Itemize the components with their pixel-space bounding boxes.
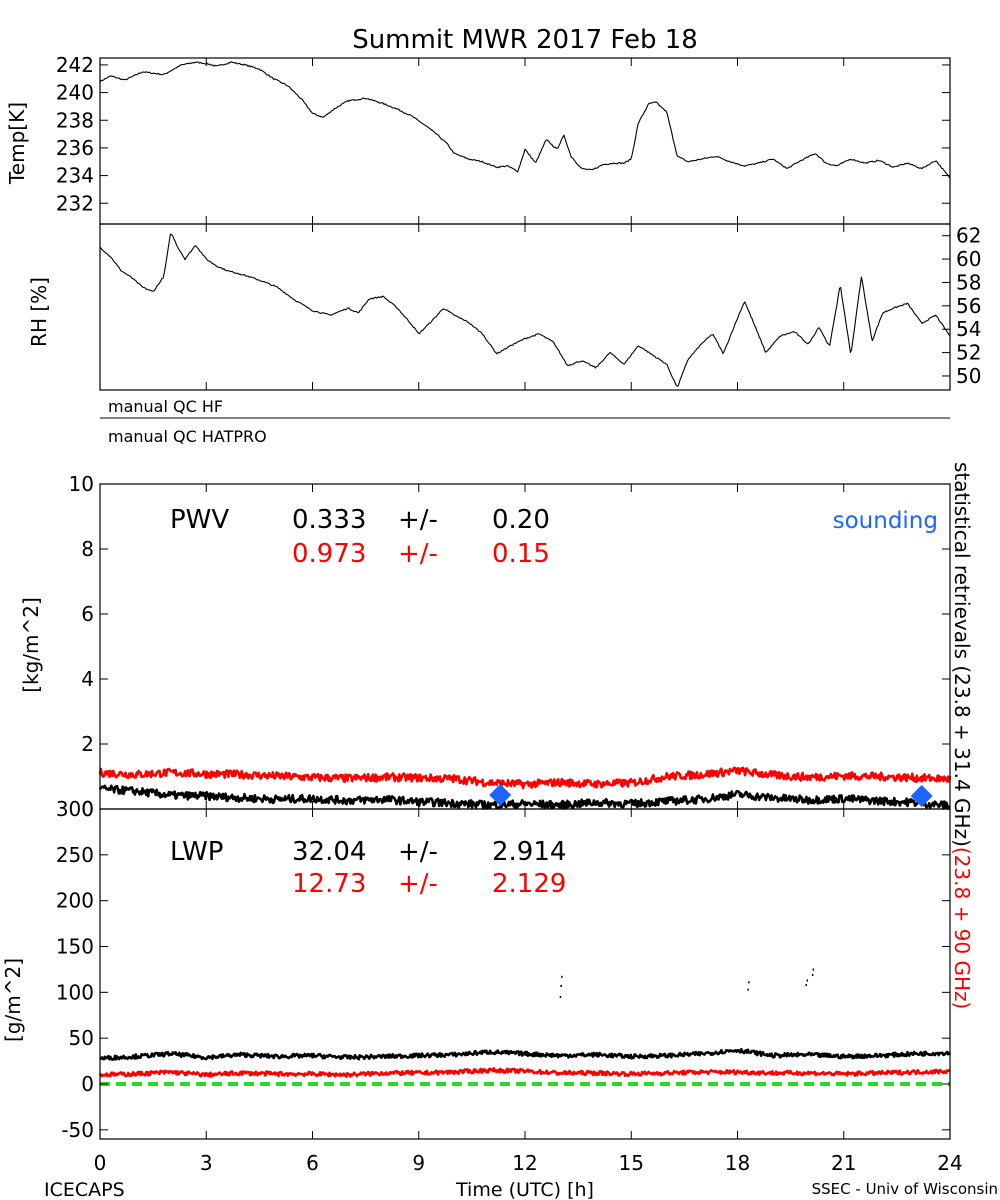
x-tick-label: 15 [619,1151,644,1175]
footer-left: ICECAPS [44,1179,125,1200]
footer-right: SSEC - Univ of Wisconsin [812,1180,998,1198]
pwv-black-pm: +/- [398,505,438,535]
sounding-marker [489,784,512,807]
temp-panel: 232 234 236 238 240 242 Temp[K] [5,53,951,225]
y-tick-label: 236 [56,136,94,160]
y-tick-label: 100 [56,980,94,1004]
lwp-black-sd: 2.914 [492,837,566,867]
y-tick-label: 6 [81,602,94,626]
y-tick-label: 240 [56,81,94,105]
temp-series-group [99,61,951,179]
lwp-sparse-point [811,974,814,976]
side-label: statistical retrievals (23.8 + 31.4 GHz)… [950,462,974,1009]
y-tick-label: -50 [61,1118,94,1142]
y-tick-label: 52 [956,341,981,365]
lwp-yticks: -50 0 50 100 150 200 250 300 [56,797,951,1142]
temp-ylabel: Temp[K] [5,102,29,185]
y-tick-label: 50 [69,1026,94,1050]
lwp-sparse-point [559,996,562,998]
x-tick-label: 0 [94,1151,107,1175]
pwv-label: PWV [170,505,229,535]
qc-hatpro-label: manual QC HATPRO [108,427,267,446]
y-tick-label: 50 [956,364,981,388]
x-tick-label: 6 [306,1151,319,1175]
y-tick-label: 150 [56,935,94,959]
series-line-black [99,233,951,387]
x-tick-label: 24 [937,1151,962,1175]
lwp-black-mean: 32.04 [292,837,366,867]
y-tick-label: 62 [956,224,981,248]
pwv-yticks: 0 2 4 6 8 10 [69,472,951,821]
y-tick-label: 56 [956,294,981,318]
x-axis-label: Time (UTC) [h] [455,1179,594,1200]
lwp-sparse-point [561,975,563,978]
y-tick-label: 300 [56,797,94,821]
lwp-red-sd: 2.129 [492,869,566,899]
lwp-sparse-point [747,988,749,991]
lwp-red-mean: 12.73 [292,869,366,899]
x-tick-label: 3 [200,1151,213,1175]
temp-yticks: 232 234 236 238 240 242 [56,53,951,224]
y-tick-label: 54 [956,317,981,341]
lwp-label: LWP [170,837,224,867]
y-tick-label: 0 [81,797,94,821]
chart-title: Summit MWR 2017 Feb 18 [352,25,698,55]
y-tick-label: 4 [81,667,94,691]
y-tick-label: 0 [81,1072,94,1096]
rh-series-group [99,233,951,387]
pwv-panel: 0 2 4 6 8 10 [kg/m^2] PWV 0.333 +/- 0.20 0.97… [19,472,952,821]
lwp-series-group [98,968,952,1086]
lwp-panel-frame [99,808,951,1140]
temp-panel-frame [99,57,951,225]
lwp-sparse-point [812,968,815,971]
sounding-label: sounding [833,508,938,534]
sounding-marker [910,785,933,807]
pwv-black-sd: 0.20 [492,505,550,535]
y-tick-label: 238 [56,108,94,132]
rh-ylabel: RH [%] [27,277,51,347]
lwp-ylabel: [g/m^2] [1,958,25,1042]
y-tick-label: 250 [56,843,94,867]
side-label-black: statistical retrievals (23.8 + 31.4 GHz) [950,462,974,847]
series-line-red [98,766,952,790]
pwv-black-mean: 0.333 [292,505,366,535]
series-line-red [98,1067,951,1078]
y-tick-label: 10 [69,472,94,496]
y-tick-label: 8 [81,537,94,561]
rh-panel-frame [99,223,951,391]
y-tick-label: 242 [56,53,94,77]
qc-strip: manual QC HF manual QC HATPRO [100,397,950,446]
lwp-xticks: 0 3 6 9 12 15 18 21 24 [94,1151,963,1175]
y-tick-label: 232 [56,191,94,215]
lwp-sparse-point [805,984,807,987]
pwv-red-mean: 0.973 [292,539,366,569]
pwv-red-sd: 0.15 [492,539,550,569]
y-tick-label: 60 [956,247,981,271]
y-tick-label: 234 [56,164,94,188]
side-label-red: (23.8 + 90 GHz) [950,847,974,1009]
lwp-sparse-point [748,981,750,984]
x-tick-label: 12 [512,1151,537,1175]
y-tick-label: 58 [956,270,981,294]
lwp-red-pm: +/- [398,869,438,899]
x-tick-label: 18 [725,1151,750,1175]
svg-text:statistical retrievals (23.8 +: statistical retrievals (23.8 + 31.4 GHz)… [950,462,974,1009]
lwp-sparse-point [560,985,562,987]
series-line-black [99,1047,952,1061]
lwp-sparse-point [806,979,809,982]
y-tick-label: 200 [56,889,94,913]
lwp-black-pm: +/- [398,837,438,867]
pwv-ylabel: [kg/m^2] [19,597,43,693]
pwv-red-pm: +/- [398,539,438,569]
qc-hf-label: manual QC HF [108,397,223,416]
x-tick-label: 21 [831,1151,856,1175]
y-tick-label: 2 [81,732,94,756]
x-tick-label: 9 [412,1151,425,1175]
series-line-black [99,61,951,179]
